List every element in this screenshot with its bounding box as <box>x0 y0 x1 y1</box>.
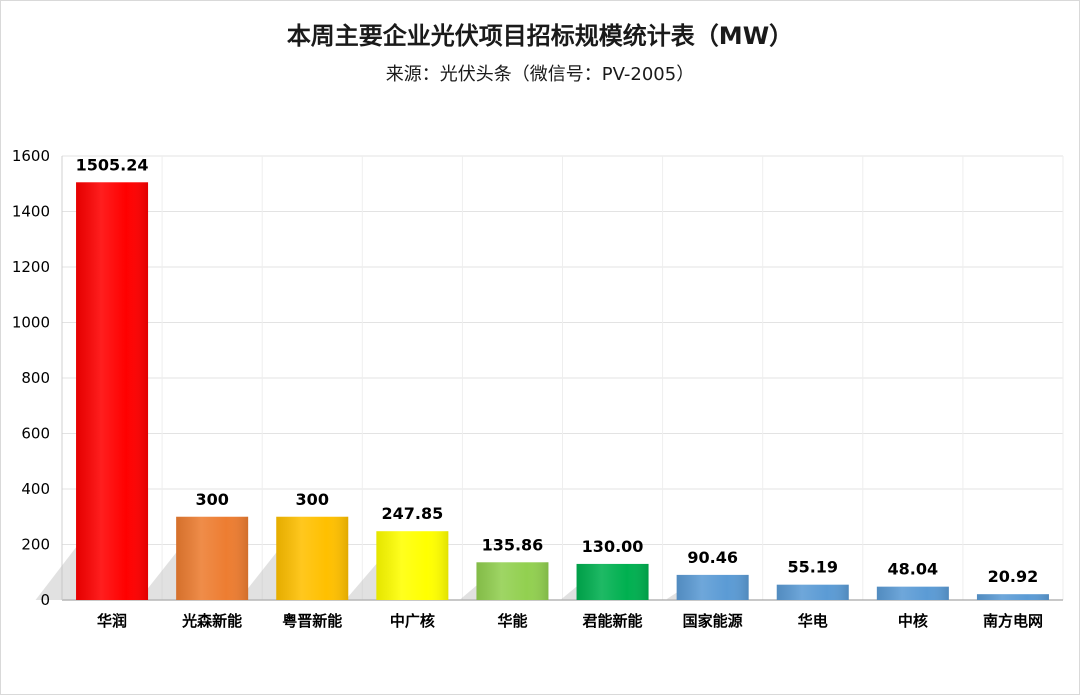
data-label: 1505.24 <box>76 155 149 174</box>
data-label: 90.46 <box>687 548 738 567</box>
chart-subtitle: 来源：光伏头条（微信号：PV-2005） <box>385 64 695 85</box>
x-tick-label: 中广核 <box>390 612 435 630</box>
y-tick-label: 600 <box>21 425 50 443</box>
y-tick-label: 1000 <box>12 314 50 332</box>
bar-gloss <box>276 516 349 600</box>
bar-gloss <box>776 584 849 600</box>
bar-gloss <box>476 562 549 600</box>
bar-gloss <box>376 531 449 600</box>
x-tick-label: 华能 <box>497 612 527 630</box>
chart-title: 本周主要企业光伏项目招标规模统计表（MW） <box>286 22 794 50</box>
data-label: 20.92 <box>988 567 1039 586</box>
bar-gloss <box>676 574 749 600</box>
data-label: 300 <box>296 490 329 509</box>
y-tick-label: 400 <box>21 480 50 498</box>
data-label: 48.04 <box>888 560 939 579</box>
x-tick-label: 中核 <box>898 612 928 630</box>
y-tick-label: 0 <box>40 591 50 609</box>
bar-gloss <box>876 586 949 600</box>
x-tick-label: 国家能源 <box>683 612 743 630</box>
y-tick-label: 200 <box>21 536 50 554</box>
data-label: 135.86 <box>482 535 544 554</box>
data-label: 247.85 <box>381 504 443 523</box>
y-tick-label: 1600 <box>12 147 50 165</box>
x-tick-label: 光森新能 <box>181 612 242 630</box>
x-tick-label: 华润 <box>97 612 127 630</box>
bar-gloss <box>576 563 649 600</box>
y-tick-label: 800 <box>21 369 50 387</box>
x-tick-label: 华电 <box>798 612 828 630</box>
bar-gloss <box>76 182 149 600</box>
x-tick-label: 南方电网 <box>983 612 1043 630</box>
bar-gloss <box>976 594 1049 600</box>
x-tick-label: 粤晋新能 <box>282 612 342 630</box>
data-label: 300 <box>195 490 228 509</box>
x-tick-label: 君能新能 <box>583 612 643 630</box>
y-tick-label: 1400 <box>12 203 50 221</box>
bar-gloss <box>176 516 249 600</box>
data-label: 130.00 <box>582 537 644 556</box>
y-tick-label: 1200 <box>12 258 50 276</box>
data-label: 55.19 <box>787 558 838 577</box>
